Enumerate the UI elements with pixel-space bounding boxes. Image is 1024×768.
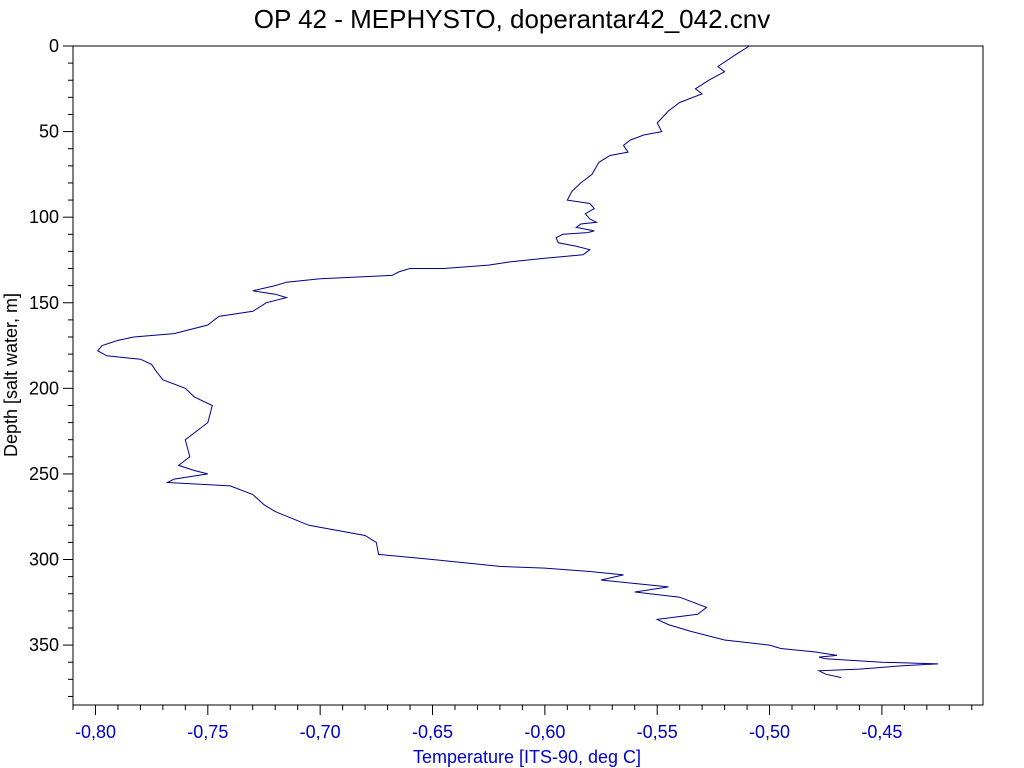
x-axis: -0,80 -0,75 -0,70 -0,65 -0,60 -0,55 -0,50 -0,45 [72,705,973,742]
y-tick-label: 300 [29,550,59,570]
y-tick-label: 200 [29,378,59,398]
x-tick-label: -0,45 [861,722,902,742]
y-tick-label: 50 [39,122,59,142]
y-tick-label: 350 [29,635,59,655]
x-tick-label: -0,75 [187,722,228,742]
y-tick-label: 250 [29,464,59,484]
y-tick-label: 100 [29,207,59,227]
x-tick-label: -0,55 [637,722,678,742]
y-tick-label: 0 [49,36,59,56]
x-tick-label: -0,70 [300,722,341,742]
y-tick-label: 150 [29,293,59,313]
x-axis-label: Temperature [ITS-90, deg C] [413,747,641,767]
temperature-profile-line [96,45,939,679]
x-tick-label: -0,50 [749,722,790,742]
plot-frame [72,45,984,706]
x-tick-label: -0,65 [412,722,453,742]
x-tick-label: -0,60 [524,722,565,742]
x-tick-label: -0,80 [75,722,116,742]
y-axis-label: Depth [salt water, m] [1,293,21,457]
y-axis: 0 50 100 150 200 250 300 350 [29,36,73,697]
chart-title: OP 42 - MEPHYSTO, doperantar42_042.cnv [254,4,770,34]
